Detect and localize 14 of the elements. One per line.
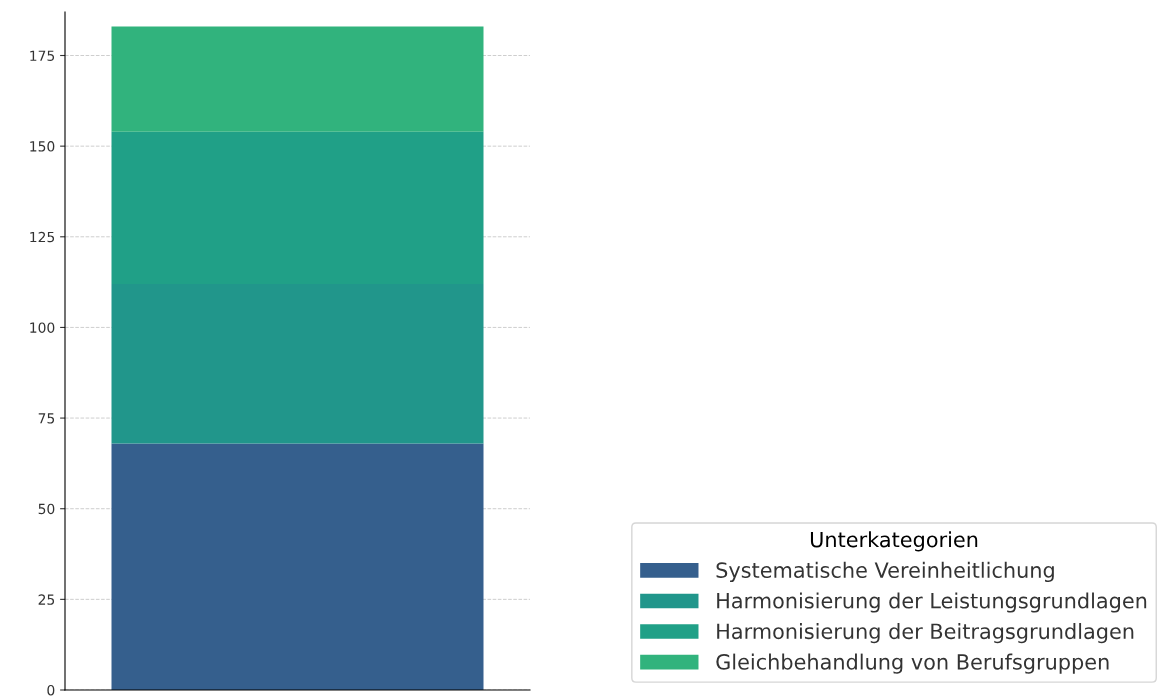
y-tick-label: 75 [38,413,55,424]
legend-label: Harmonisierung der Beitragsgrundlagen [717,623,1134,644]
y-tick-label: 100 [30,322,55,333]
y-tick-label: 50 [38,503,55,515]
y-tick-label: 125 [30,231,55,243]
legend-label: Harmonisierung der Leistungsgrundlagen [717,592,1147,613]
legend-title: Unterkategorien [810,531,978,552]
legend-label: Systematische Vereinheitlichung [716,561,1054,583]
legend-label: Gleichbehandlung von Berufsgruppen [716,653,1109,674]
y-tick-label: 175 [30,50,55,61]
y-tick-label: 0 [47,684,55,696]
bar [111,26,484,132]
y-tick-label: 150 [30,141,55,152]
y-tick-label: 25 [38,594,55,605]
